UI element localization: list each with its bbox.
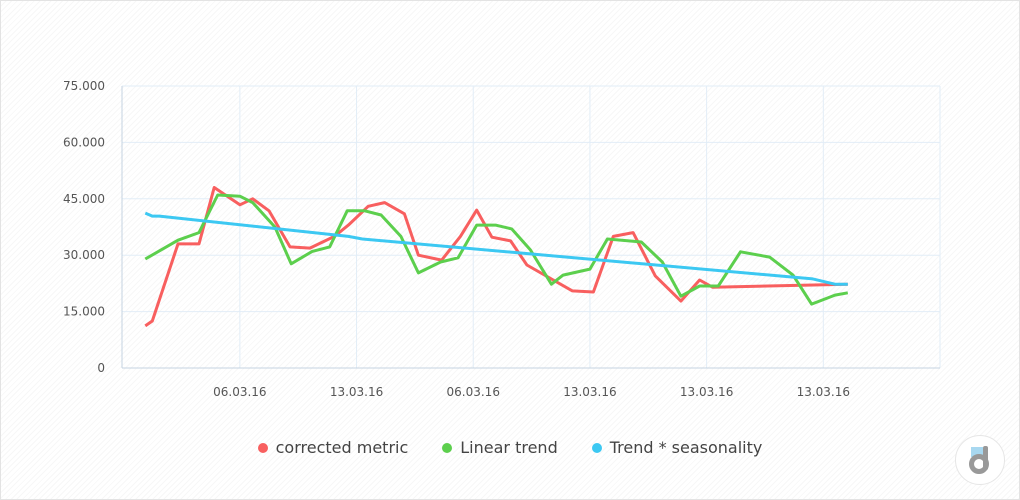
- legend-dot-icon: [591, 442, 602, 453]
- y-tick-label: 75.000: [63, 79, 105, 93]
- legend-dot-icon: [257, 442, 268, 453]
- y-tick-label: 60.000: [63, 135, 105, 149]
- legend-label: Trend * seasonality: [609, 438, 763, 457]
- y-tick-label: 0: [97, 361, 105, 375]
- legend-item-linear-trend[interactable]: Linear trend: [442, 438, 558, 457]
- legend-dot-icon: [442, 442, 453, 453]
- legend-item-trend-seasonality[interactable]: Trend * seasonality: [591, 438, 763, 457]
- series-line-2: [144, 211, 848, 286]
- y-tick-label: 45.000: [63, 192, 105, 206]
- x-tick-label: 06.03.16: [447, 385, 500, 399]
- series-line-1: [144, 193, 849, 306]
- legend: corrected metric Linear trend Trend * se…: [0, 438, 1020, 457]
- y-tick-label: 30.000: [63, 248, 105, 262]
- x-tick-label: 13.03.16: [330, 385, 383, 399]
- series-line-0: [144, 186, 848, 328]
- legend-label: corrected metric: [275, 438, 409, 457]
- legend-label: Linear trend: [460, 438, 558, 457]
- brand-logo-icon: [955, 435, 1005, 485]
- x-tick-label: 06.03.16: [213, 385, 266, 399]
- x-tick-label: 13.03.16: [563, 385, 616, 399]
- y-tick-label: 15.000: [63, 305, 105, 319]
- x-tick-label: 13.03.16: [797, 385, 850, 399]
- x-tick-label: 13.03.16: [680, 385, 733, 399]
- legend-item-corrected-metric[interactable]: corrected metric: [257, 438, 409, 457]
